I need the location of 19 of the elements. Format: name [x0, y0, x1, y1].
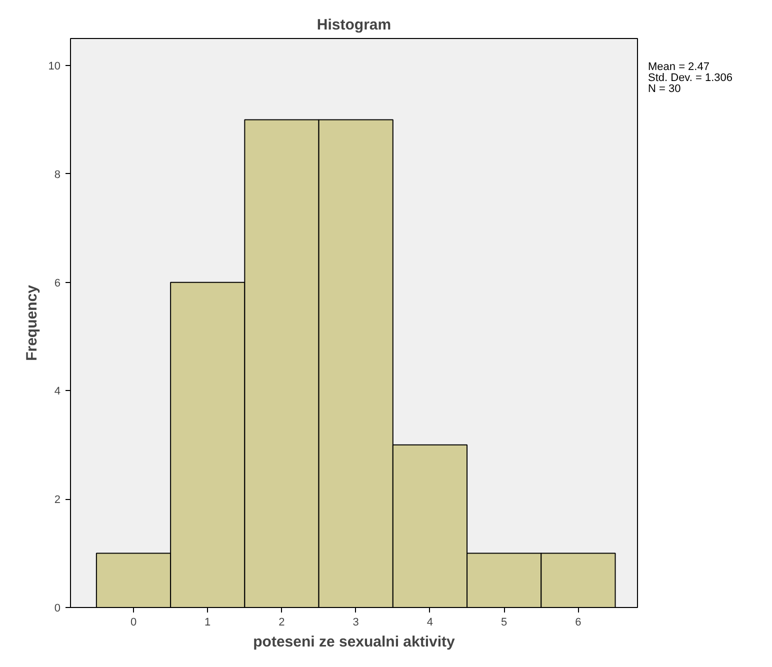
x-tick-label: 3 [352, 616, 359, 628]
text: Std. Dev. = 1.306 [648, 72, 732, 84]
text: N = 30 [648, 83, 682, 95]
y-tick-label: 4 [54, 386, 61, 398]
chart-title: Histogram [316, 16, 392, 34]
x-tick-label: 5 [501, 616, 508, 628]
x-tick-label: 2 [278, 616, 285, 628]
text: Mean = 2.47 [648, 61, 710, 73]
y-tick-label: 2 [54, 494, 61, 506]
x-axis-title: poteseni ze sexualni aktivity [253, 634, 456, 650]
y-tick-label: 10 [48, 60, 61, 73]
x-tick-label: 1 [204, 616, 211, 628]
y-tick-label: 8 [54, 168, 61, 181]
x-tick-label: 4 [426, 616, 434, 628]
y-axis-title: Frequency [23, 284, 40, 361]
x-tick-label: 0 [130, 616, 137, 628]
y-tick-label: 6 [54, 277, 61, 290]
x-tick-label: 6 [575, 616, 582, 628]
y-tick-label: 0 [54, 602, 61, 614]
